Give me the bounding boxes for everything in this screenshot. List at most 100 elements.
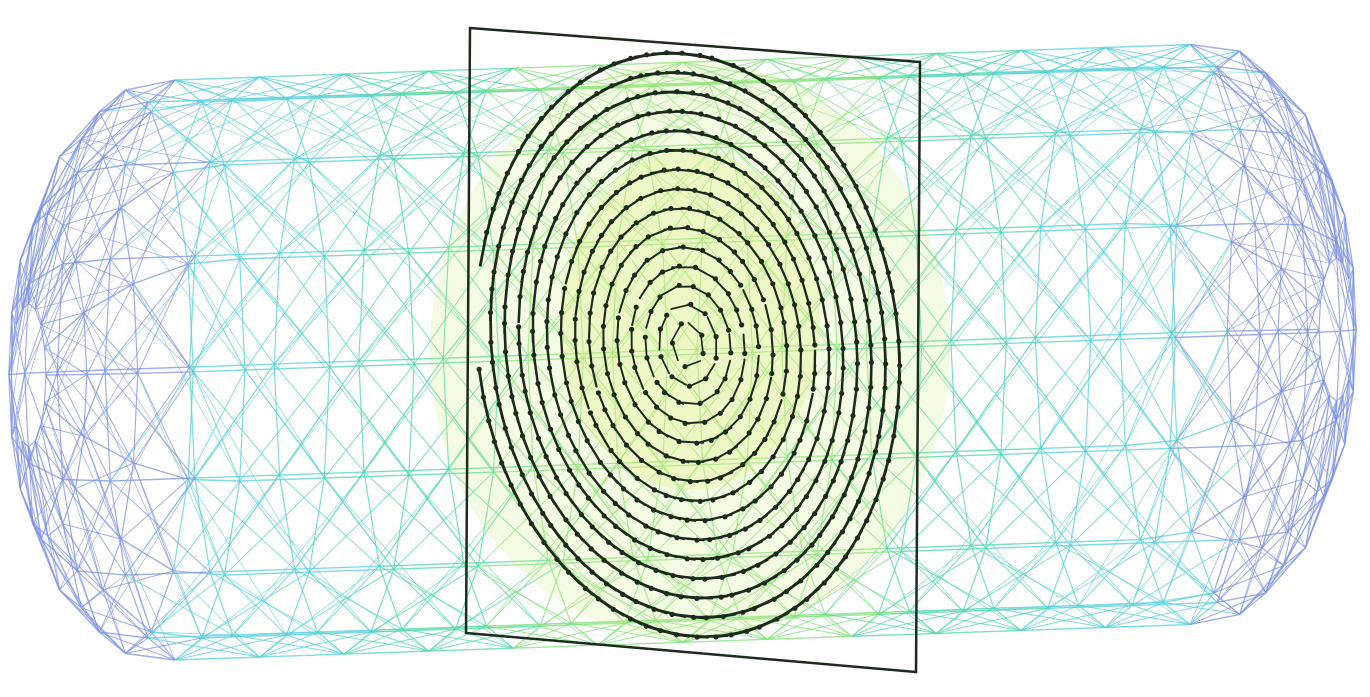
mesh-edge — [662, 462, 748, 467]
mesh-edge — [414, 360, 499, 365]
mesh-edge — [28, 263, 63, 285]
mesh-edge — [901, 547, 986, 553]
mesh-edge — [370, 568, 395, 633]
mesh-edge — [125, 652, 176, 661]
vector-arrow — [797, 326, 803, 352]
mesh-edge — [1105, 623, 1191, 629]
mesh-edge — [1163, 65, 1214, 74]
mesh-edge — [662, 465, 795, 618]
mesh-edge — [244, 255, 325, 371]
mesh-edge — [900, 141, 917, 236]
mesh-edge — [209, 98, 234, 163]
mesh-edge — [701, 238, 783, 347]
mesh-edge — [344, 650, 429, 655]
mesh-edge — [83, 312, 88, 375]
mesh-edge — [1301, 379, 1325, 480]
vector-arrow — [660, 355, 671, 375]
mesh-edge — [1189, 613, 1240, 626]
mesh-edge — [11, 260, 21, 313]
mesh-edge — [1154, 132, 1308, 334]
vector-arrow — [560, 287, 566, 317]
mesh-edge — [1176, 224, 1228, 332]
vector-arrow — [531, 280, 538, 312]
mesh-edge — [1254, 223, 1261, 335]
mesh-edge — [1005, 229, 1086, 344]
mesh-edge — [1085, 225, 1171, 231]
mesh-edge — [61, 172, 78, 265]
mesh-edge — [1078, 440, 1178, 606]
vector-arrow — [720, 310, 730, 332]
mesh-edge — [1339, 331, 1354, 393]
mesh-edge — [370, 95, 395, 160]
mesh-edge — [104, 258, 111, 371]
mesh-edge — [597, 619, 710, 646]
mesh-edge — [1085, 447, 1171, 453]
vector-head — [699, 332, 705, 338]
mesh-edge — [174, 634, 287, 661]
mesh-edge — [102, 538, 122, 591]
mesh-edge — [646, 466, 664, 561]
mesh-edge — [962, 545, 1071, 612]
mesh-edge — [148, 634, 233, 639]
mesh-edge — [27, 212, 49, 304]
mesh-edge — [1140, 531, 1192, 541]
mesh-edge — [1189, 601, 1218, 625]
mesh-edge — [1191, 72, 1215, 134]
mesh-edge — [617, 241, 698, 350]
mesh-edge — [239, 480, 372, 633]
mesh-edge — [824, 613, 853, 637]
mesh-edge — [696, 138, 888, 350]
mesh-edge — [816, 550, 902, 556]
mesh-edge — [1280, 329, 1320, 393]
mesh-edge — [970, 545, 995, 609]
mesh-edge — [824, 78, 888, 139]
vector-head — [669, 374, 675, 380]
mesh-edge — [379, 562, 464, 567]
mesh-edge — [1191, 531, 1215, 594]
mesh-edge — [1213, 72, 1284, 98]
mesh-edge — [1213, 72, 1333, 181]
mesh-edge — [1281, 267, 1325, 280]
mesh-edge — [62, 258, 111, 265]
mesh-edge — [1261, 114, 1303, 182]
mesh-edge — [24, 164, 126, 374]
mesh-edge — [1055, 538, 1141, 544]
mesh-edge — [24, 373, 63, 480]
mesh-edge — [478, 565, 599, 646]
mesh-edge — [370, 92, 456, 97]
mesh-edge — [232, 73, 345, 100]
mesh-edge — [1216, 547, 1263, 603]
mesh-edge — [956, 447, 1041, 453]
mesh-edge — [662, 355, 669, 467]
mesh-edge — [19, 260, 23, 310]
vector-arrow — [745, 239, 763, 263]
mesh-edge — [936, 607, 1048, 634]
vector-arrow — [791, 391, 800, 418]
mesh-edge — [59, 480, 111, 591]
mesh-edge — [24, 373, 30, 464]
mesh-edge — [478, 152, 563, 157]
vector-arrow — [841, 341, 845, 370]
mesh-edge — [1078, 44, 1191, 70]
mesh-edge — [962, 71, 1048, 77]
mesh-edge — [1191, 496, 1245, 533]
mesh-edge — [824, 610, 910, 615]
mesh-edge — [571, 619, 656, 624]
mesh-edge — [1171, 241, 1232, 334]
mesh-edge — [463, 149, 549, 154]
mesh-edge — [1140, 440, 1178, 540]
mesh-edge — [1047, 72, 1255, 224]
mesh-edge — [955, 66, 1164, 230]
mesh-edge — [647, 146, 733, 151]
vector-head — [866, 318, 872, 324]
vector-arrow — [818, 245, 831, 274]
mesh-edge — [786, 457, 803, 552]
mesh-edge — [201, 571, 310, 639]
mesh-edge — [59, 156, 78, 173]
mesh-edge — [562, 153, 579, 248]
mesh-edge — [1213, 547, 1263, 594]
mesh-edge — [1301, 180, 1325, 279]
vector-arrow — [618, 289, 627, 314]
mesh-edge — [62, 224, 76, 261]
mesh-edge — [886, 137, 957, 230]
